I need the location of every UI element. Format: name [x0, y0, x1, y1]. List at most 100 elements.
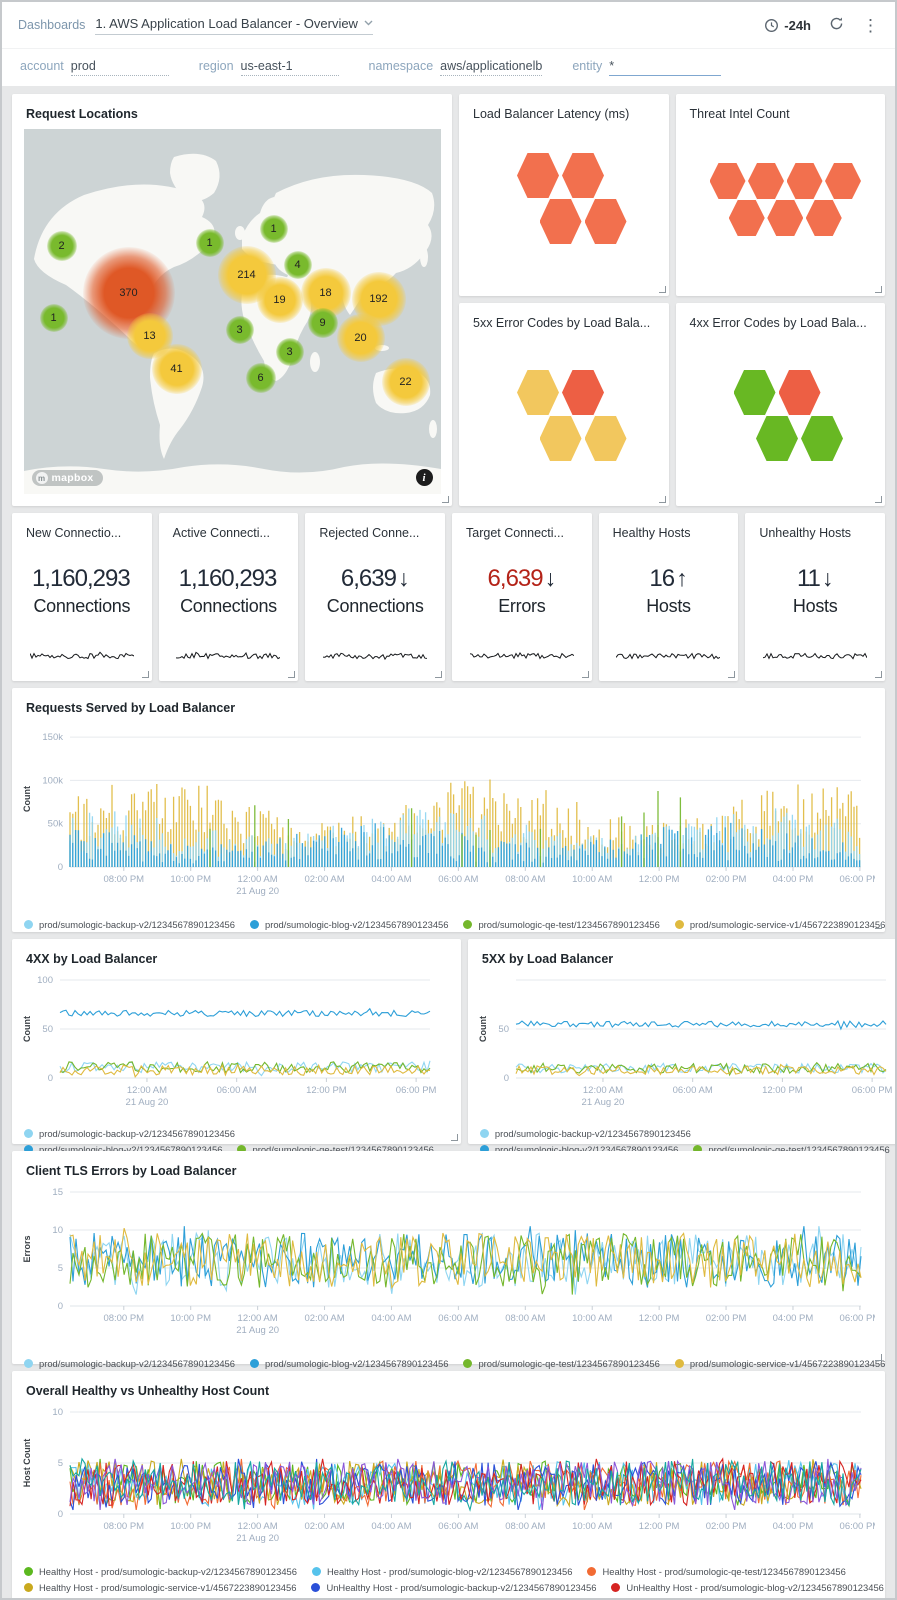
legend-item[interactable]: prod/sumologic-qe-test/1234567890123456 — [463, 919, 660, 930]
honeycomb-hex[interactable] — [805, 200, 842, 236]
honeycomb-hex[interactable] — [756, 416, 798, 461]
map-bubble[interactable]: 6 — [245, 363, 276, 393]
legend-item[interactable]: prod/sumologic-blog-v2/1234567890123456 — [249, 919, 448, 930]
honeycomb-hex[interactable] — [801, 416, 843, 461]
legend-item[interactable]: prod/sumologic-service-v1/45672238901234… — [674, 919, 885, 930]
honeycomb-hex[interactable] — [709, 163, 746, 199]
resize-handle-icon[interactable] — [658, 286, 666, 293]
map-bubble[interactable]: 1 — [259, 215, 288, 243]
honeycomb-hex[interactable] — [825, 163, 861, 199]
panel-rejected-connections[interactable]: Rejected Conne... 6,639↓ Connections — [305, 513, 445, 681]
svg-text:12:00 AM: 12:00 AM — [238, 1313, 278, 1324]
legend-item[interactable]: Healthy Host - prod/sumologic-service-v1… — [24, 1582, 296, 1593]
map-bubble[interactable]: 9 — [307, 308, 338, 338]
map-bubble[interactable]: 20 — [336, 314, 385, 362]
filter-entity-input[interactable]: * — [609, 59, 722, 76]
honeycomb-hex[interactable] — [584, 199, 627, 244]
map-bubble[interactable]: 41 — [151, 344, 202, 394]
panel-new-connections[interactable]: New Connectio... 1,160,293 Connections — [12, 513, 152, 681]
legend-item[interactable]: Healthy Host - prod/sumologic-backup-v2/… — [24, 1566, 297, 1577]
legend-item[interactable]: UnHealthy Host - prod/sumologic-blog-v2/… — [611, 1582, 884, 1593]
legend-item[interactable]: prod/sumologic-backup-v2/123456789012345… — [24, 1358, 235, 1369]
legend-item[interactable]: prod/sumologic-blog-v2/1234567890123456 — [249, 1358, 448, 1369]
clock-icon — [764, 18, 779, 33]
legend-item[interactable]: prod/sumologic-blog-v2/1234567890123456 — [479, 1144, 678, 1155]
dashboard-title-select[interactable]: 1. AWS Application Load Balancer - Overv… — [95, 16, 373, 35]
mapbox-logo[interactable]: m mapbox — [31, 470, 103, 486]
filter-region-input[interactable]: us-east-1 — [240, 59, 339, 76]
honeycomb-hex[interactable] — [767, 200, 804, 236]
svg-text:10:00 AM: 10:00 AM — [572, 1313, 612, 1324]
resize-handle-icon[interactable] — [581, 671, 589, 678]
svg-text:06:00 PM: 06:00 PM — [852, 1085, 893, 1096]
legend-item[interactable]: prod/sumologic-backup-v2/123456789012345… — [24, 919, 235, 930]
legend-item[interactable]: Healthy Host - prod/sumologic-qe-test/12… — [587, 1566, 846, 1577]
svg-text:02:00 AM: 02:00 AM — [304, 874, 344, 885]
chart-host-count[interactable]: 10 5 0 08:00 PM 10:00 PM 12:00 AM 21 Aug 20 02:… — [12, 1402, 885, 1565]
honeycomb-hex[interactable] — [517, 370, 559, 415]
honeycomb-hex[interactable] — [539, 416, 582, 461]
resize-handle-icon[interactable] — [875, 671, 882, 678]
map-bubble[interactable]: 214 — [217, 246, 276, 304]
honeycomb-hex[interactable] — [748, 163, 784, 199]
resize-handle-icon[interactable] — [658, 496, 666, 503]
honeycomb-hex[interactable] — [562, 153, 604, 198]
honeycomb-hex[interactable] — [778, 370, 821, 415]
map-bubble[interactable]: 22 — [381, 358, 430, 406]
resize-handle-icon[interactable] — [442, 496, 449, 503]
resize-handle-icon[interactable] — [435, 671, 442, 678]
map-bubble[interactable]: 3 — [275, 338, 304, 366]
panel-title: 4XX by Load Balancer — [26, 952, 158, 966]
legend-item[interactable]: prod/sumologic-backup-v2/123456789012345… — [479, 1128, 691, 1139]
legend-item[interactable]: prod/sumologic-blog-v2/1234567890123456 — [24, 1144, 222, 1155]
resize-handle-icon[interactable] — [728, 671, 736, 678]
legend-dot-icon — [479, 1129, 489, 1138]
legend-item[interactable]: prod/sumologic-qe-test/1234567890123456 — [693, 1144, 890, 1155]
honeycomb-hex[interactable] — [539, 199, 582, 244]
map-bubble[interactable]: 1 — [195, 229, 224, 257]
honeycomb-hex[interactable] — [733, 370, 776, 415]
resize-handle-icon[interactable] — [875, 496, 882, 503]
breadcrumb[interactable]: Dashboards — [18, 18, 86, 32]
resize-handle-icon[interactable] — [141, 671, 149, 678]
legend-item[interactable]: Healthy Host - prod/sumologic-blog-v2/12… — [311, 1566, 572, 1577]
time-range-button[interactable]: -24h — [764, 18, 811, 33]
resize-handle-icon[interactable] — [288, 671, 296, 678]
world-map[interactable]: 2 1 1 214 4 370 1 19 18 192 13 3 9 20 3 41 6 22 m mapbox … — [23, 129, 441, 494]
legend-item[interactable]: UnHealthy Host - prod/sumologic-backup-v… — [311, 1582, 596, 1593]
resize-handle-icon[interactable] — [450, 1134, 458, 1141]
panel-unhealthy-hosts[interactable]: Unhealthy Hosts 11↓ Hosts — [745, 513, 885, 681]
more-menu-button[interactable]: ⋮ — [862, 15, 879, 35]
panel-healthy-hosts[interactable]: Healthy Hosts 16↑ Hosts — [598, 513, 739, 681]
svg-text:Host Count: Host Count — [22, 1439, 32, 1488]
honeycomb-hex[interactable] — [728, 200, 765, 236]
panel-active-connections[interactable]: Active Connecti... 1,160,293 Connections — [158, 513, 299, 681]
panel-title: Client TLS Errors by Load Balancer — [26, 1164, 237, 1178]
panel-target-connection-errors[interactable]: Target Connecti... 6,639↓ Errors — [452, 513, 592, 681]
resize-handle-icon[interactable] — [875, 286, 882, 293]
chart-client-tls-errors[interactable]: 15 10 5 0 08:00 PM 10:00 PM 12:00 AM 21 Aug 20 0… — [12, 1182, 885, 1357]
info-icon[interactable]: i — [415, 469, 433, 486]
legend-item[interactable]: prod/sumologic-qe-test/1234567890123456 — [463, 1358, 660, 1369]
honeycomb-hex[interactable] — [786, 163, 823, 199]
legend-item[interactable]: prod/sumologic-qe-test/1234567890123456 — [237, 1144, 434, 1155]
map-bubble[interactable]: 2 — [46, 231, 77, 261]
honeycomb-hex[interactable] — [517, 153, 559, 198]
map-bubble[interactable]: 19 — [256, 277, 303, 323]
legend-item[interactable]: prod/sumologic-service-v1/45672238901234… — [674, 1358, 885, 1369]
chart-requests-served[interactable]: 150k 100k 50k 0 08:00 PM 10:00 PM 12:00 AM 21 A… — [12, 719, 885, 918]
map-bubble[interactable]: 1 — [39, 304, 68, 332]
honeycomb-hex[interactable] — [562, 370, 604, 415]
svg-text:06:00 PM: 06:00 PM — [840, 1313, 875, 1324]
legend-item[interactable]: prod/sumologic-backup-v2/123456789012345… — [24, 1128, 235, 1139]
filter-namespace-input[interactable]: aws/applicationelb — [440, 59, 543, 76]
chart-5xx[interactable]: 50 0 12:00 AM 21 Aug 20 06:00 AM 12:00 PM 06:0… — [468, 970, 895, 1127]
bubble-count: 1 — [206, 237, 213, 249]
chart-4xx[interactable]: 100 50 0 12:00 AM 21 Aug 20 06:00 AM 12:00 PM 0… — [12, 970, 461, 1127]
map-bubble[interactable]: 3 — [225, 316, 254, 344]
resize-handle-icon[interactable] — [875, 1354, 882, 1361]
resize-handle-icon[interactable] — [875, 922, 882, 929]
filter-account-input[interactable]: prod — [70, 59, 169, 76]
honeycomb-hex[interactable] — [584, 416, 627, 461]
refresh-button[interactable] — [829, 16, 844, 34]
